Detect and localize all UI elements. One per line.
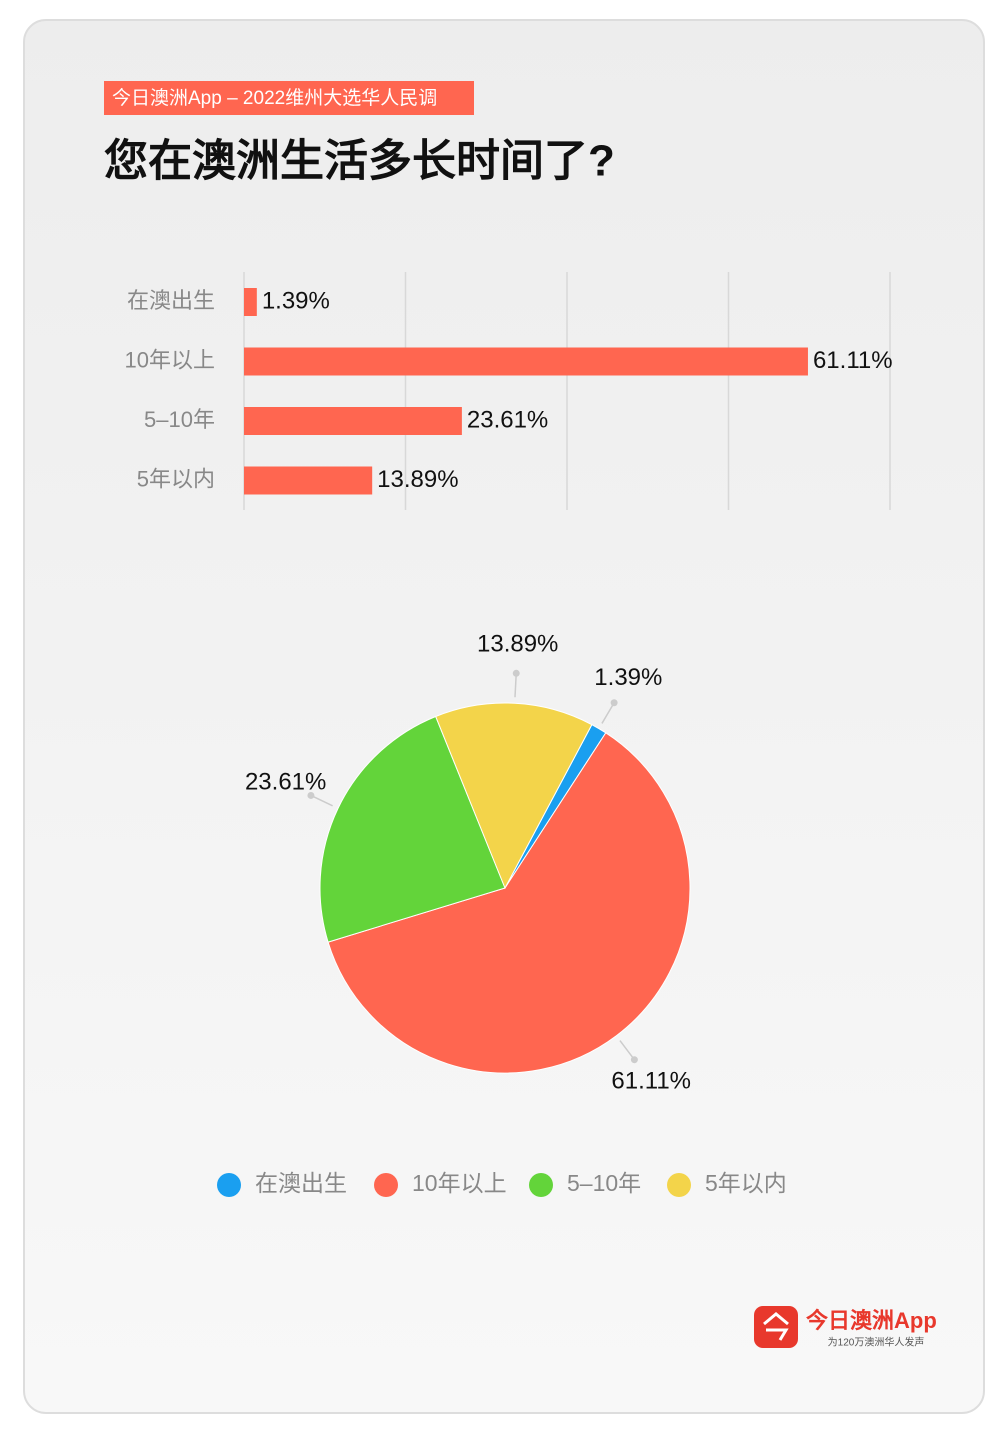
value-label: 13.89% — [477, 631, 558, 658]
slogan: 为120万澳洲华人发声 — [828, 1336, 925, 1349]
value-label: 23.61% — [467, 406, 548, 433]
legend-label: 10年以上 — [412, 1170, 507, 1196]
y-tick-label: 5年以内 — [137, 466, 215, 491]
value-label: 1.39% — [594, 664, 662, 691]
y-tick-label: 10年以上 — [125, 347, 215, 372]
leader-dot — [512, 669, 520, 677]
legend-swatch — [217, 1173, 241, 1197]
tag: 今日澳洲App – 2022维州大选华人民调 — [112, 87, 437, 109]
value-label: 13.89% — [377, 466, 458, 493]
y-tick-label: 在澳出生 — [127, 288, 215, 313]
pie-slice — [435, 702, 593, 890]
logo-glyph — [763, 1312, 789, 1341]
logo-text: 今日澳洲App — [806, 1308, 937, 1333]
value-label: 61.11% — [611, 1067, 691, 1094]
tag-bg — [104, 81, 474, 115]
legend-label: 在澳出生 — [255, 1170, 347, 1196]
legend-swatch — [529, 1173, 553, 1197]
leader-dot — [307, 791, 315, 799]
legend-swatch — [667, 1173, 691, 1197]
leader-line — [310, 794, 333, 807]
leader-line — [619, 1040, 635, 1061]
title: 您在澳洲生活多长时间了? — [104, 137, 615, 186]
value-label: 61.11% — [813, 347, 893, 374]
bar — [244, 407, 462, 435]
leader-line — [601, 702, 615, 724]
legend-label: 5–10年 — [567, 1170, 641, 1196]
logo: 今日澳洲App 为120万澳洲华人发声 — [754, 1306, 937, 1349]
pie-slice — [319, 715, 506, 943]
value-label: 23.61% — [245, 769, 326, 796]
logo-icon — [754, 1306, 798, 1348]
legend-swatch — [374, 1173, 398, 1197]
leader-dot — [610, 699, 618, 707]
bar — [244, 288, 257, 316]
leader-line — [514, 673, 517, 698]
leader-dot — [630, 1056, 638, 1064]
legend-label: 5年以内 — [705, 1170, 787, 1196]
pie-slice — [327, 732, 691, 1074]
bar — [244, 466, 373, 495]
y-tick-label: 5–10年 — [144, 407, 215, 432]
bar — [244, 347, 808, 376]
value-label: 1.39% — [262, 287, 330, 314]
